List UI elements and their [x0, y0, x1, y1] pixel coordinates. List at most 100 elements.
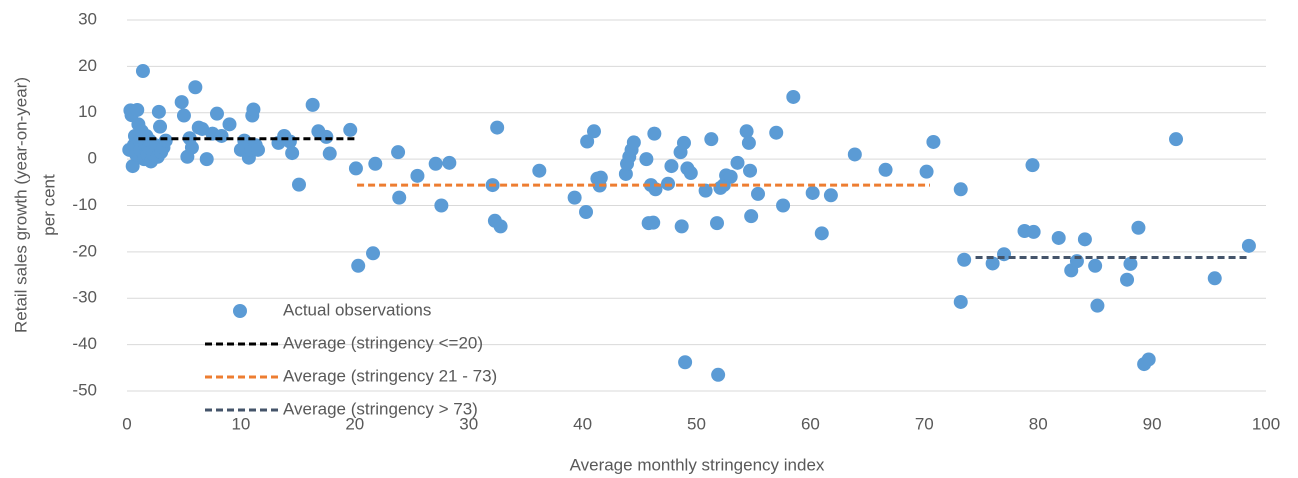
- y-tick-label: -10: [72, 195, 97, 214]
- data-point: [953, 182, 968, 197]
- x-tick-label: 40: [573, 414, 592, 433]
- data-point: [786, 89, 801, 104]
- legend-label: Average (stringency > 73): [283, 399, 478, 418]
- data-point: [282, 134, 297, 149]
- data-point: [176, 108, 191, 123]
- x-tick-label: 80: [1029, 414, 1048, 433]
- data-point: [319, 129, 334, 144]
- data-point: [730, 155, 745, 170]
- data-point: [199, 152, 214, 167]
- y-tick-label: -50: [72, 380, 97, 399]
- y-tick-label: -30: [72, 288, 97, 307]
- data-point: [676, 135, 691, 150]
- data-point: [744, 209, 759, 224]
- data-point: [1026, 224, 1041, 239]
- data-point: [710, 216, 725, 231]
- data-point: [343, 122, 358, 137]
- data-point: [626, 135, 641, 150]
- data-point: [674, 219, 689, 234]
- data-point: [158, 133, 173, 148]
- x-tick-label: 30: [459, 414, 478, 433]
- x-tick-label: 70: [915, 414, 934, 433]
- data-point: [639, 152, 654, 167]
- data-point: [188, 80, 203, 95]
- legend-label: Average (stringency 21 - 73): [283, 366, 497, 385]
- x-tick-label: 50: [687, 414, 706, 433]
- data-point: [174, 95, 189, 110]
- data-point: [209, 106, 224, 121]
- data-point: [125, 159, 140, 174]
- data-point: [997, 247, 1012, 262]
- data-point: [214, 128, 229, 143]
- x-tick-label: 0: [122, 414, 131, 433]
- y-tick-label: 30: [78, 9, 97, 28]
- y-axis-label: Retail sales growth (year-on-year): [11, 77, 30, 333]
- data-point: [769, 125, 784, 140]
- data-point: [579, 204, 594, 219]
- data-point: [953, 294, 968, 309]
- data-point: [153, 119, 168, 134]
- legend-label: Actual observations: [283, 300, 431, 319]
- data-point: [391, 145, 406, 160]
- data-point: [151, 104, 166, 119]
- y-tick-label: 10: [78, 102, 97, 121]
- data-point: [1123, 256, 1138, 271]
- data-point: [743, 163, 758, 178]
- x-tick-label: 90: [1143, 414, 1162, 433]
- data-point: [646, 215, 661, 230]
- y-axis-label: per cent: [39, 174, 58, 236]
- y-tick-label: -40: [72, 334, 97, 353]
- data-point: [285, 146, 300, 161]
- data-point: [410, 168, 425, 183]
- data-point: [580, 134, 595, 149]
- data-point: [368, 156, 383, 171]
- data-point: [698, 183, 713, 198]
- data-point: [647, 126, 662, 141]
- data-point: [814, 226, 829, 241]
- x-axis-label: Average monthly stringency index: [570, 455, 825, 474]
- data-point: [493, 219, 508, 234]
- y-tick-label: -20: [72, 241, 97, 260]
- data-point: [130, 102, 145, 117]
- data-point: [351, 258, 366, 273]
- data-point: [704, 132, 719, 147]
- data-point: [135, 64, 150, 79]
- data-point: [1169, 132, 1184, 147]
- data-point: [1120, 272, 1135, 287]
- data-point: [490, 120, 505, 135]
- data-point: [751, 186, 766, 201]
- data-point: [1077, 232, 1092, 247]
- data-point: [919, 164, 934, 179]
- data-point: [1025, 158, 1040, 173]
- data-point: [776, 198, 791, 213]
- data-point: [1090, 298, 1105, 313]
- data-point: [664, 159, 679, 174]
- data-point: [739, 124, 754, 139]
- data-point: [847, 147, 862, 162]
- data-point: [723, 169, 738, 184]
- x-tick-label: 100: [1252, 414, 1280, 433]
- data-point: [366, 246, 381, 261]
- data-point: [593, 170, 608, 185]
- data-point: [926, 134, 941, 149]
- data-point: [1141, 352, 1156, 367]
- data-point: [683, 166, 698, 181]
- data-point: [741, 135, 756, 150]
- data-point: [442, 155, 457, 170]
- x-tick-label: 10: [231, 414, 250, 433]
- data-point: [348, 161, 363, 176]
- data-point: [532, 163, 547, 178]
- data-point: [222, 117, 237, 132]
- data-point: [291, 177, 306, 192]
- data-point: [1051, 230, 1066, 245]
- data-point: [805, 185, 820, 200]
- data-point: [1207, 271, 1222, 286]
- data-point: [985, 256, 1000, 271]
- data-point: [878, 162, 893, 177]
- data-point: [1088, 258, 1103, 273]
- x-tick-label: 20: [345, 414, 364, 433]
- data-point: [1241, 238, 1256, 253]
- data-point: [678, 355, 693, 370]
- data-point: [618, 166, 633, 181]
